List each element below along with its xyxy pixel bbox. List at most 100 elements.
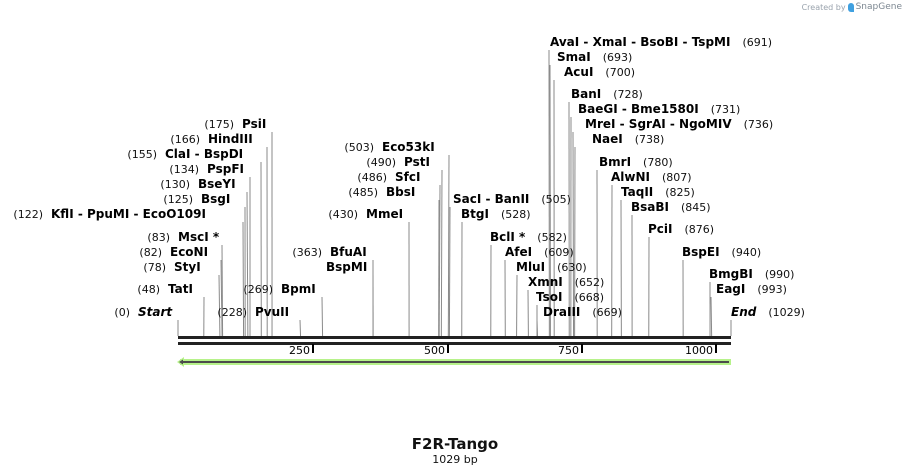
site-position: (807) <box>662 171 692 184</box>
enzyme-site-label[interactable]: (0) Start <box>114 305 173 319</box>
enzyme-site-label[interactable]: (363) BfuAI <box>292 245 366 259</box>
enzyme-site-label[interactable]: XmnI (652) <box>528 275 604 289</box>
enzyme-name: PciI <box>648 222 673 236</box>
enzyme-site-label[interactable]: AvaI - XmaI - BsoBI - TspMI (691) <box>550 35 772 49</box>
enzyme-site-label[interactable]: (82) EcoNI <box>139 245 208 259</box>
cut-site-line <box>220 259 223 337</box>
enzyme-site-label[interactable]: (155) ClaI - BspDI <box>127 147 243 161</box>
enzyme-name: BbsI <box>386 185 415 199</box>
enzyme-name: BanI <box>571 87 601 101</box>
enzyme-site-label[interactable]: (490) PstI <box>366 155 430 169</box>
enzyme-site-label[interactable]: BmrI (780) <box>599 155 673 169</box>
enzyme-site-label[interactable]: (83) MscI * <box>147 230 219 244</box>
cut-site-line <box>572 131 575 337</box>
enzyme-site-label[interactable]: AlwNI (807) <box>611 170 692 184</box>
enzyme-name: Eco53kI <box>382 140 435 154</box>
sequence-length: 1029 bp <box>432 453 478 466</box>
enzyme-site-label[interactable]: BaeGI - Bme1580I (731) <box>578 102 740 116</box>
enzyme-site-label[interactable]: PciI (876) <box>648 222 714 236</box>
enzyme-site-label[interactable]: (78) StyI <box>143 260 200 274</box>
enzyme-site-label[interactable]: DraIII (669) <box>543 305 622 319</box>
enzyme-name: HindIII <box>208 132 253 146</box>
enzyme-name: BpmI <box>281 282 316 296</box>
enzyme-name: BsgI <box>201 192 230 206</box>
enzyme-site-label[interactable]: NaeI (738) <box>592 132 664 146</box>
enzyme-name: ClaI - BspDI <box>165 147 243 161</box>
enzyme-site-label[interactable]: (269) BpmI <box>243 282 315 296</box>
enzyme-name: End <box>731 305 757 319</box>
enzyme-site-label[interactable]: BsaBI (845) <box>631 200 711 214</box>
enzyme-site-label[interactable]: (48) TatI <box>137 282 193 296</box>
site-position: (691) <box>742 36 772 49</box>
enzyme-site-label[interactable]: (134) PspFI <box>169 162 244 176</box>
site-position: (728) <box>613 88 643 101</box>
enzyme-name: BmrI <box>599 155 631 169</box>
site-position: (486) <box>357 171 387 184</box>
enzyme-site-label[interactable]: (130) BseYI <box>160 177 235 191</box>
site-position: (736) <box>744 118 774 131</box>
bottom-strand <box>178 342 731 345</box>
feature-arrow-f2r-tango[interactable] <box>177 357 731 367</box>
enzyme-name: AvaI - XmaI - BsoBI - TspMI <box>550 35 730 49</box>
site-position: (876) <box>685 223 715 236</box>
enzyme-site-label[interactable]: EagI (993) <box>716 282 787 296</box>
cut-site-line <box>447 154 450 337</box>
enzyme-name: XmnI <box>528 275 563 289</box>
enzyme-site-label[interactable]: SmaI (693) <box>557 50 632 64</box>
enzyme-site-label[interactable]: (430) MmeI <box>328 207 403 221</box>
tick-label: 500 <box>424 344 445 357</box>
enzyme-name: PvuII <box>255 305 289 319</box>
site-position: (700) <box>605 66 635 79</box>
site-position: (269) <box>243 283 273 296</box>
site-position: (155) <box>127 148 157 161</box>
enzyme-site-label[interactable]: (485) BbsI <box>348 185 415 199</box>
sequence-backbone[interactable] <box>178 336 731 345</box>
enzyme-site-label[interactable]: BanI (728) <box>571 87 643 101</box>
enzyme-site-label[interactable]: (166) HindIII <box>170 132 252 146</box>
enzyme-site-label[interactable]: (503) Eco53kI <box>344 140 434 154</box>
enzyme-site-label[interactable]: (228) PvuII <box>217 305 289 319</box>
enzyme-site-label[interactable]: (486) SfcI <box>357 170 420 184</box>
enzyme-site-label[interactable]: TaqII (825) <box>621 185 695 199</box>
site-position: (134) <box>169 163 199 176</box>
enzyme-name: BaeGI - Bme1580I <box>578 102 699 116</box>
enzyme-site-label[interactable]: BmgBI (990) <box>709 267 794 281</box>
enzyme-site-label[interactable]: (122) KflI - PpuMI - EcoO109I <box>13 207 206 221</box>
enzyme-name: BtgI <box>461 207 489 221</box>
enzyme-site-label[interactable]: BspMI <box>326 260 367 274</box>
enzyme-name: BclI * <box>490 230 526 244</box>
enzyme-name: AlwNI <box>611 170 650 184</box>
enzyme-site-label[interactable]: MluI (630) <box>516 260 587 274</box>
enzyme-name: EcoNI <box>170 245 208 259</box>
tick-label: 250 <box>289 344 310 357</box>
site-position: (845) <box>681 201 711 214</box>
enzyme-site-label[interactable]: MreI - SgrAI - NgoMIV (736) <box>585 117 773 131</box>
tick-mark <box>715 344 717 353</box>
enzyme-name: StyI <box>174 260 201 274</box>
cut-site-line <box>246 191 249 337</box>
enzyme-name: TatI <box>168 282 193 296</box>
enzyme-site-label[interactable]: SacI - BanII (505) <box>453 192 571 206</box>
enzyme-name: Start <box>138 305 173 319</box>
site-position: (630) <box>557 261 587 274</box>
enzyme-site-label[interactable]: End (1029) <box>731 305 805 319</box>
enzyme-name: PsiI <box>242 117 266 131</box>
enzyme-site-label[interactable]: BspEI (940) <box>682 245 761 259</box>
enzyme-site-label[interactable]: TsoI (668) <box>536 290 604 304</box>
enzyme-site-label[interactable]: BclI * (582) <box>490 230 567 244</box>
site-position: (130) <box>160 178 190 191</box>
enzyme-site-label[interactable]: (125) BsgI <box>163 192 230 206</box>
enzyme-name: SacI - BanII <box>453 192 529 206</box>
enzyme-name: PspFI <box>207 162 244 176</box>
enzyme-site-label[interactable]: BtgI (528) <box>461 207 531 221</box>
site-position: (528) <box>501 208 531 221</box>
tick-mark <box>447 344 449 353</box>
enzyme-site-label[interactable]: AfeI (609) <box>505 245 574 259</box>
enzyme-site-label[interactable]: (175) PsiI <box>204 117 266 131</box>
enzyme-site-label[interactable]: AcuI (700) <box>564 65 635 79</box>
snapgene-logo-icon <box>847 2 854 12</box>
site-position: (825) <box>665 186 695 199</box>
enzyme-name: SfcI <box>395 170 420 184</box>
site-position: (693) <box>603 51 633 64</box>
cut-site-line <box>221 244 224 337</box>
